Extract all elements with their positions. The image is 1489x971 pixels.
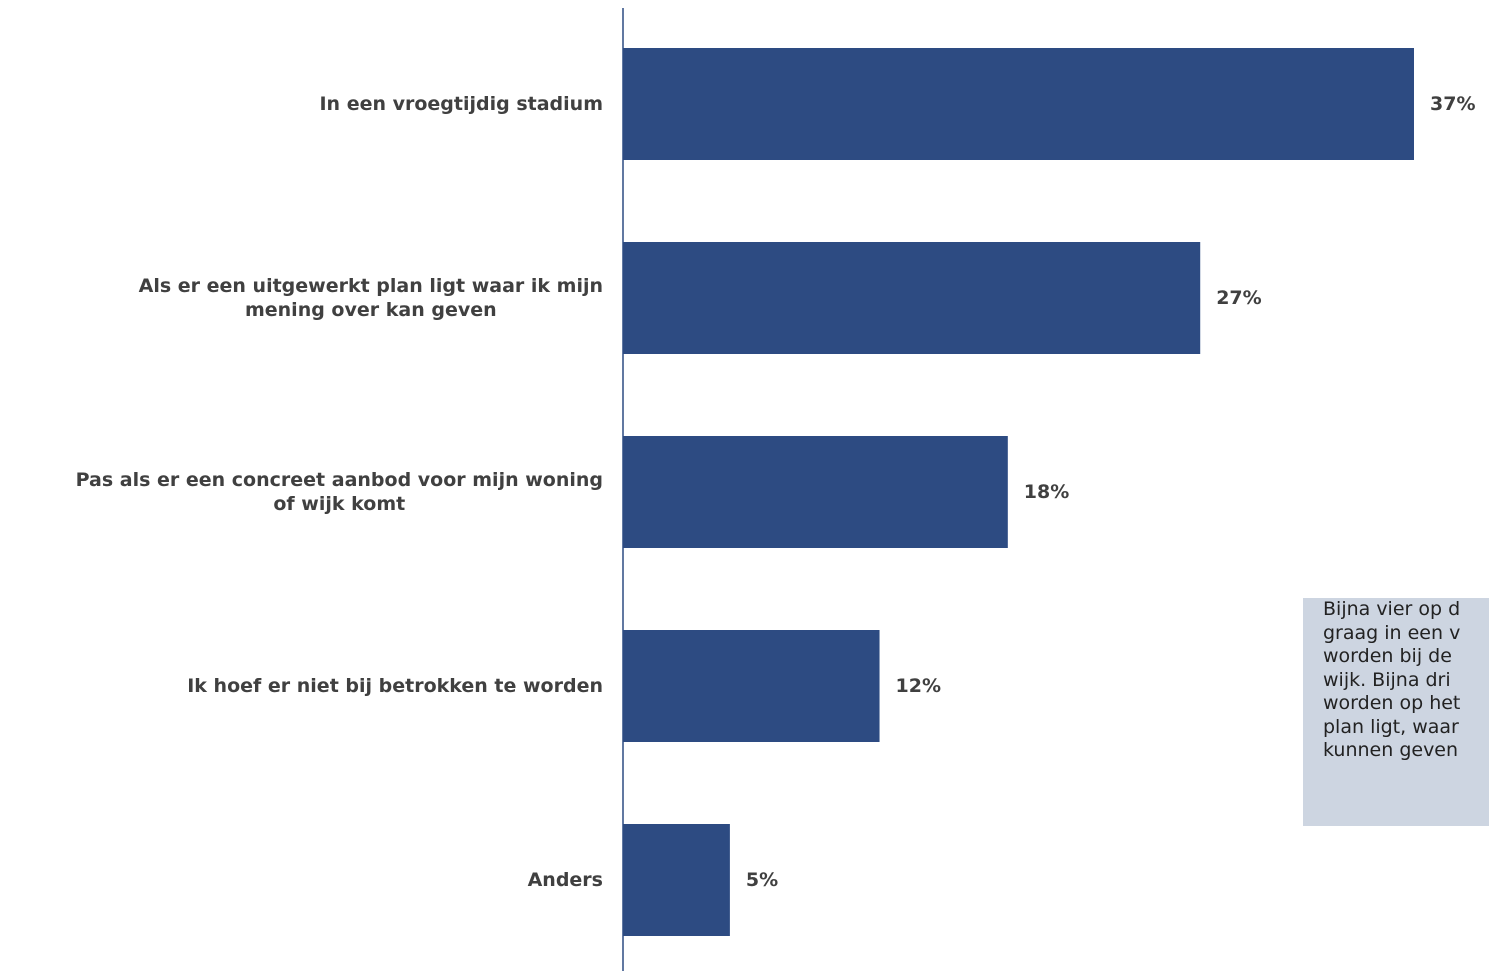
category-label-box: In een vroegtijdig stadium [0,92,603,116]
annotation-line: wijk. Bijna dri [1323,668,1451,691]
category-label: Ik hoef er niet bij betrokken te worden [187,675,603,697]
category-label: Anders [527,869,603,891]
category-label: Als er een uitgewerkt plan ligt waar ik … [138,275,603,321]
annotation-box: Bijna vier op d graag in een v worden bij … [1303,598,1489,826]
bar [623,630,880,742]
category-label-box: Als er een uitgewerkt plan ligt waar ik … [0,274,603,322]
bar [623,242,1201,354]
value-label: 27% [1216,287,1262,309]
category-label-box: Anders [0,868,603,892]
value-label: 18% [1023,481,1070,503]
category-label: Pas als er een concreet aanbod voor mijn… [75,469,603,515]
annotation-line: Bijna vier op d [1323,598,1461,620]
annotation-line: worden bij de [1323,645,1452,667]
bar [623,436,1008,548]
annotation-line: worden op het [1323,692,1461,714]
category-label: In een vroegtijdig stadium [319,93,603,115]
annotation-line: kunnen geven [1323,739,1459,761]
value-label: 5% [745,869,779,891]
annotation-line: plan ligt, waar [1323,715,1459,738]
value-label: 12% [895,675,942,697]
category-label-box: Ik hoef er niet bij betrokken te worden [0,674,603,698]
annotation-line: graag in een v [1323,621,1461,644]
bar [623,48,1414,160]
value-label: 37% [1430,93,1476,115]
bar [623,824,730,936]
category-label-box: Pas als er een concreet aanbod voor mijn… [0,468,603,516]
